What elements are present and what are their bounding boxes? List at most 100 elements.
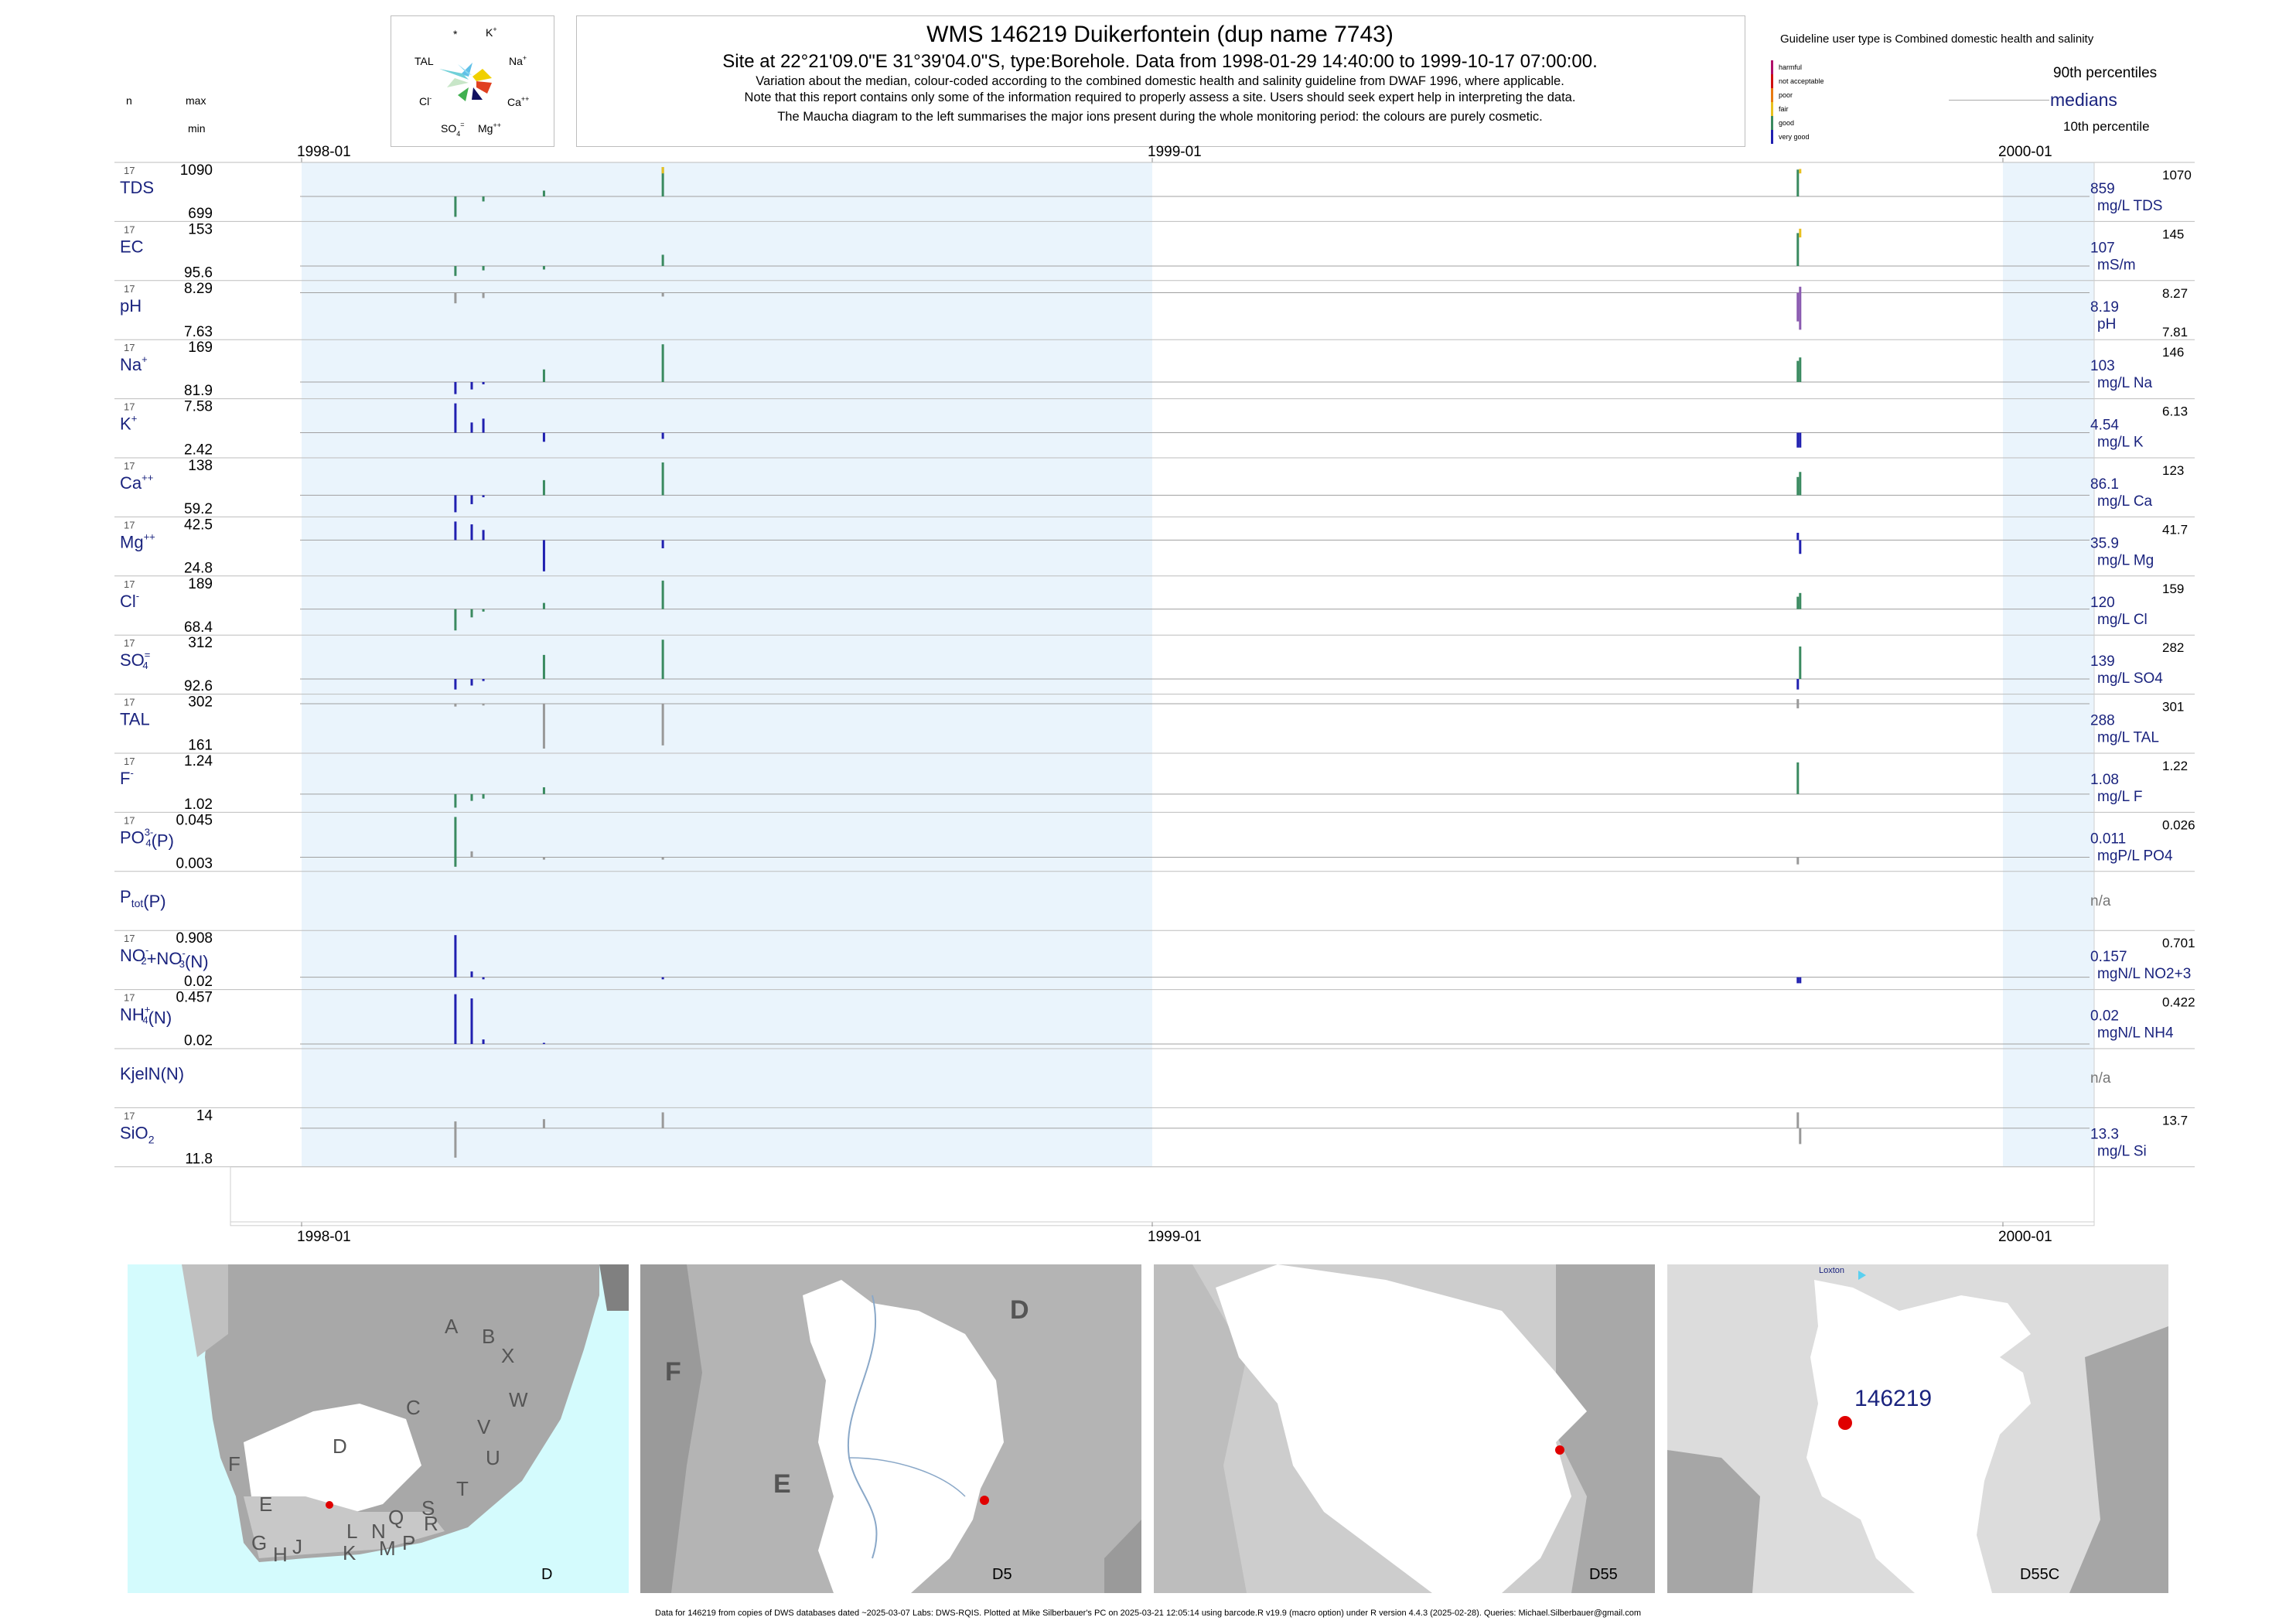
param-unit-3: mg/L Na [2097, 375, 2153, 391]
sample-bar [661, 292, 664, 297]
sample-bar [661, 1112, 664, 1128]
sample-bar [454, 935, 457, 977]
sample-bar [454, 817, 457, 867]
param-unit-8: mg/L SO4 [2097, 670, 2163, 687]
map-caption-d5: D5 [992, 1566, 1012, 1583]
param-na-15: n/a [2090, 1070, 2111, 1087]
sample-bar [454, 609, 457, 631]
param-label-6: Mg++ [120, 531, 155, 551]
sample-bar [542, 540, 545, 571]
param-median-7: 120 [2090, 595, 2115, 611]
sample-bar [1796, 233, 1800, 267]
param-min-7: 68.4 [184, 619, 213, 636]
sample-bar [1796, 360, 1800, 382]
param-max-2: 8.29 [184, 281, 213, 297]
sample-bar [454, 678, 457, 690]
param-min-11: 0.003 [176, 855, 213, 872]
sample-bar [482, 977, 485, 980]
sample-bar [454, 793, 457, 808]
sample-bar [482, 793, 485, 799]
map-d55: D55 [1154, 1264, 1655, 1593]
param-median-6: 35.9 [2090, 535, 2119, 551]
class-label-harmful: harmful [1779, 63, 1803, 71]
maucha-so4-sector [458, 87, 469, 101]
param-label-9: TAL [120, 710, 150, 729]
sample-bar [454, 1121, 457, 1158]
param-max-8: 312 [188, 635, 213, 651]
param-p90-10: 1.22 [2162, 759, 2188, 773]
param-median-16: 13.3 [2090, 1126, 2119, 1142]
sample-bar [470, 381, 473, 390]
maucha-diagram: * K+ TAL Na+ Cl- Ca++ SO4= Mg++ [415, 26, 529, 138]
param-p90-2: 8.27 [2162, 286, 2188, 301]
sample-bar [661, 580, 664, 609]
param-min-10: 1.02 [184, 797, 213, 813]
param-max-16: 14 [196, 1107, 213, 1124]
param-median-5: 86.1 [2090, 476, 2119, 493]
param-min-9: 161 [188, 738, 213, 754]
barcode-chart: 1998-01 1998-01 1999-01 1999-01 2000-01 2000-… [114, 144, 2195, 1245]
sample-bar [470, 609, 473, 618]
sample-bar [542, 602, 545, 609]
shaded-year-1998 [302, 162, 1152, 1167]
sample-bar [482, 266, 485, 271]
sample-bar [661, 254, 664, 267]
sample-bar [542, 266, 545, 270]
map-d5-svg [640, 1264, 1141, 1593]
maucha-na-label: Na+ [509, 54, 527, 67]
param-median-11: 0.011 [2090, 831, 2126, 847]
param-n-9: 17 [124, 697, 135, 708]
map-south-africa: A B X W C V U T S R D F E G H J L K N M … [128, 1264, 629, 1593]
title-box [576, 15, 1745, 147]
sample-bar [542, 190, 545, 197]
sample-bar [470, 495, 473, 504]
x-tick-label-bottom: 1998-01 [297, 1229, 351, 1245]
map-site-label: 146219 [1854, 1386, 1933, 1411]
x-tick-label-top: 2000-01 [1998, 144, 2052, 160]
sample-bar [542, 703, 545, 749]
param-label-12: Ptot(P) [120, 887, 166, 911]
sample-bar [542, 369, 545, 382]
param-label-0: TDS [120, 178, 154, 197]
sample-bar [1796, 977, 1800, 984]
sample-bar [1799, 286, 1802, 330]
sample-bar [482, 292, 485, 299]
sample-bar [454, 495, 457, 513]
site-marker-d55 [1555, 1445, 1564, 1455]
param-label-14: NH+ 4(N) [120, 1004, 172, 1028]
param-max-4: 7.58 [184, 399, 213, 415]
sample-bar [1796, 762, 1800, 794]
map-d55c: Loxton 146219 D55C [1667, 1264, 2168, 1593]
sample-bar [661, 462, 664, 496]
param-unit-5: mg/L Ca [2097, 493, 2153, 510]
param-p90-13: 0.701 [2162, 936, 2195, 950]
sample-bar [542, 479, 545, 496]
param-min-4: 2.42 [184, 442, 213, 459]
map-caption-d: D [541, 1566, 553, 1583]
param-n-16: 17 [124, 1110, 135, 1121]
sample-bar [1799, 540, 1802, 554]
param-unit-0: mg/L TDS [2097, 198, 2162, 214]
param-max-9: 302 [188, 694, 213, 711]
sample-bar [470, 971, 473, 977]
sample-bar [454, 196, 457, 217]
param-p90-3: 146 [2162, 345, 2184, 360]
sample-bar [542, 787, 545, 794]
sample-bar [661, 703, 664, 745]
sample-bar [661, 640, 664, 679]
sample-bar [1799, 228, 1802, 237]
param-min-6: 24.8 [184, 560, 213, 576]
param-label-16: SiO2 [120, 1123, 155, 1145]
param-median-10: 1.08 [2090, 772, 2119, 788]
param-n-11: 17 [124, 814, 135, 826]
param-n-1: 17 [124, 223, 135, 235]
sample-bar [454, 403, 457, 433]
sample-bar [661, 167, 664, 197]
sample-bar [661, 977, 664, 980]
param-min-1: 95.6 [184, 264, 213, 281]
sample-bar [1796, 857, 1800, 865]
maucha-ca-label: Ca++ [507, 95, 529, 108]
sample-bar [1799, 357, 1802, 382]
param-label-1: EC [120, 237, 144, 256]
sample-bar [1796, 476, 1800, 496]
